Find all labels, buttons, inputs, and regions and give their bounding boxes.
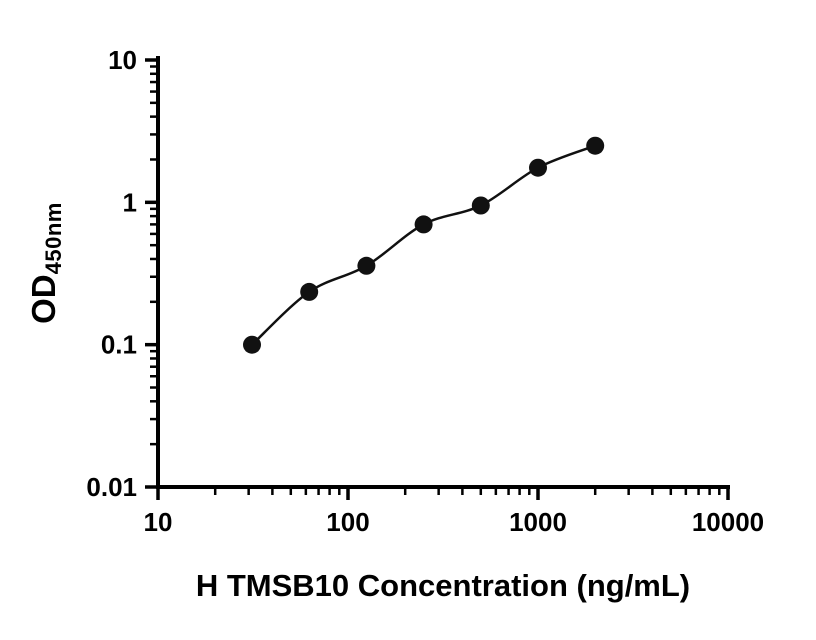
data-point <box>529 158 547 177</box>
data-point <box>300 282 319 301</box>
data-points <box>243 136 605 354</box>
tick-labels: 10 100 1000 10000 0.01 0.1 1 10 <box>86 45 764 537</box>
data-point <box>414 215 433 234</box>
y-axis-title: OD450nm <box>25 202 67 324</box>
x-tick-label: 10000 <box>692 507 764 537</box>
data-point <box>243 335 261 354</box>
x-axis-title: H TMSB10 Concentration (ng/mL) <box>195 568 691 603</box>
data-point <box>357 256 376 275</box>
x-tick-label: 100 <box>326 507 369 537</box>
axes <box>156 56 730 489</box>
x-tick-label: 1000 <box>509 507 567 537</box>
y-tick-label: 0.01 <box>86 472 137 502</box>
x-tick-label: 10 <box>144 507 173 537</box>
y-axis-title-main: OD <box>25 274 62 324</box>
y-tick-label: 0.1 <box>101 330 137 360</box>
y-axis-title-subscript: 450nm <box>41 202 66 275</box>
y-tick-label: 1 <box>123 187 137 217</box>
data-point <box>586 136 605 155</box>
y-tick-label: 10 <box>108 45 137 75</box>
data-point <box>471 196 490 215</box>
fit-curve <box>251 144 596 346</box>
ticks <box>145 58 730 500</box>
